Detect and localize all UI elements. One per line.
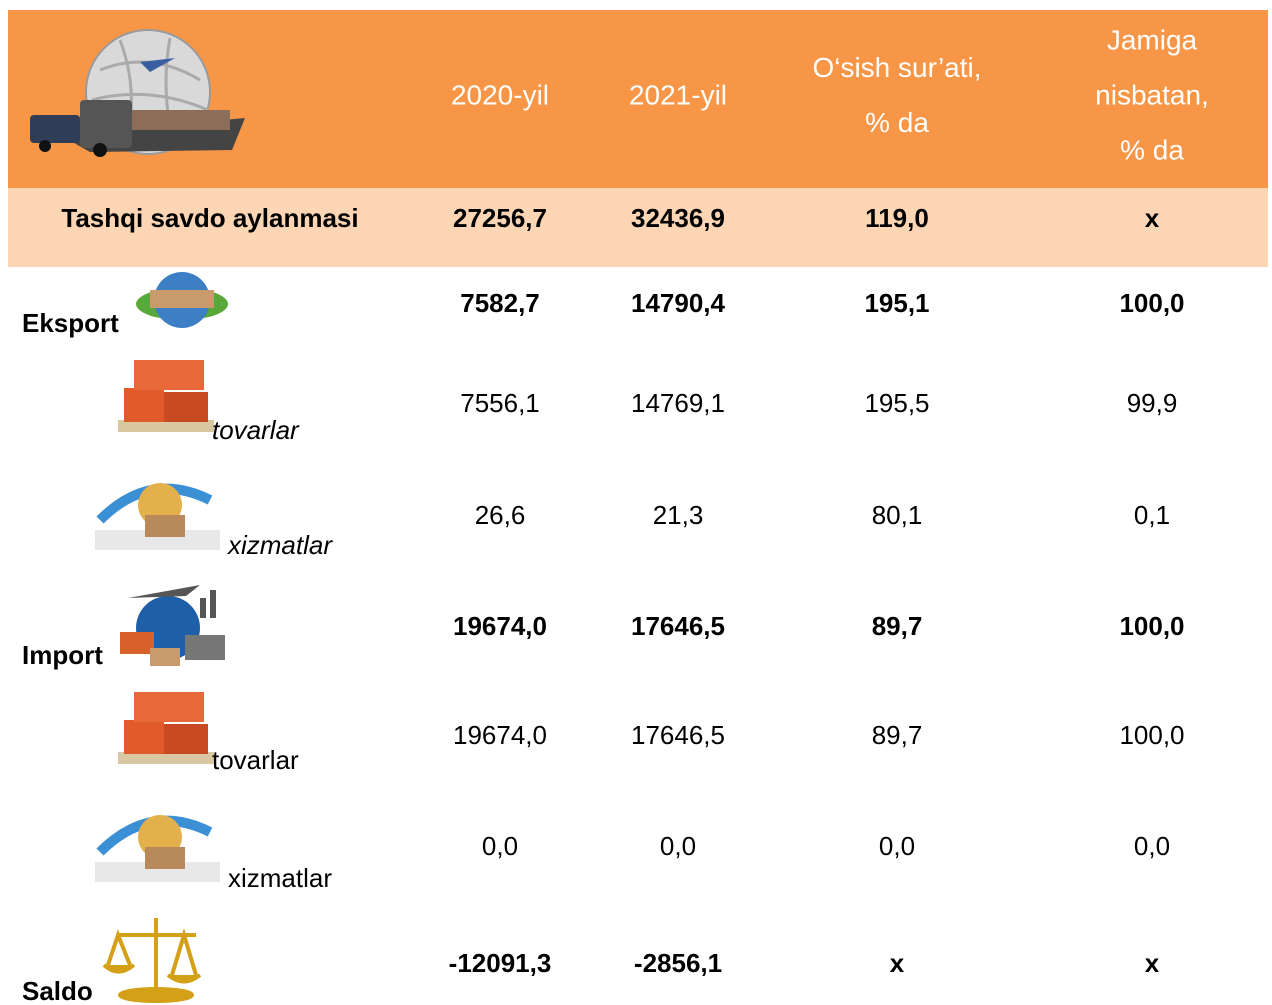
header-cell: 2021-yil [629,79,727,110]
table-cell: 17646,5 [631,720,725,750]
services-icon [95,483,220,550]
table-cell: 17646,5 [631,611,725,641]
scale-icon [102,918,202,1003]
table-cell: 89,7 [872,720,923,750]
header-cell: Jamiga [1107,24,1198,55]
table-cell: 0,0 [482,831,518,861]
table-cell: 32436,9 [631,203,725,233]
table-cell: 21,3 [653,500,704,530]
table-cell: 26,6 [475,500,526,530]
header-cell: % da [1120,134,1184,165]
table-cell: 0,0 [879,831,915,861]
table-cell: 100,0 [1119,720,1184,750]
table-cell: 27256,7 [453,203,547,233]
table-cell: 7556,1 [460,388,540,418]
table-cell: 19674,0 [453,720,547,750]
services-icon [95,815,220,882]
table-cell: 195,5 [864,388,929,418]
table-cell: -2856,1 [634,948,722,978]
goods-icon [118,360,214,432]
table-cell: 100,0 [1119,611,1184,641]
row-label: xizmatlar [226,530,333,560]
table-cell: 100,0 [1119,288,1184,318]
header-cell: % da [865,107,929,138]
row-label: Import [22,640,103,670]
row-label: tovarlar [212,745,299,775]
table-cell: x [1145,948,1160,978]
header-band [8,10,1268,188]
table-cell: 0,0 [1134,831,1170,861]
table-cell: -12091,3 [449,948,552,978]
table-cell: 7582,7 [460,288,540,318]
row-label: xizmatlar [228,863,332,893]
row-label: Saldo [22,976,93,1005]
row-label: Tashqi savdo aylanmasi [61,203,358,233]
export-icon [136,272,228,328]
header-cell: O‘sish sur’ati, [812,52,981,83]
header-illustration [30,29,245,157]
header-cell: nisbatan, [1095,79,1209,110]
table-cell: 195,1 [864,288,929,318]
table-cell: 80,1 [872,500,923,530]
table-cell: 19674,0 [453,611,547,641]
goods-icon [118,692,214,764]
table-cell: 0,1 [1134,500,1170,530]
total-row-band [8,188,1268,267]
header-cell: 2020-yil [451,79,549,110]
table-cell: x [890,948,905,978]
table-cell: 119,0 [865,203,929,233]
table-cell: x [1145,203,1160,233]
row-label: tovarlar [212,415,300,445]
table-cell: 0,0 [660,831,696,861]
row-label: Eksport [22,308,119,338]
table-cell: 89,7 [872,611,923,641]
table-cell: 14769,1 [631,388,725,418]
import-icon [120,585,225,666]
table-cell: 99,9 [1127,388,1178,418]
table-cell: 14790,4 [631,288,726,318]
